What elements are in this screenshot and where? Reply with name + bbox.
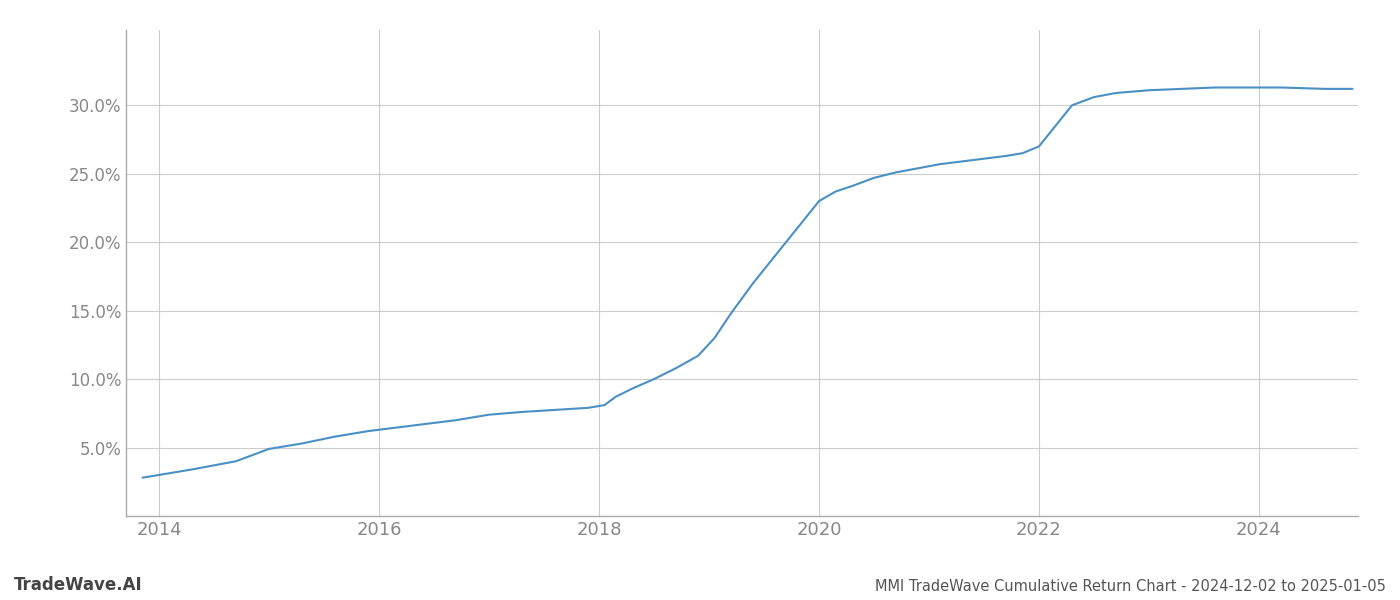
Text: TradeWave.AI: TradeWave.AI: [14, 576, 143, 594]
Text: MMI TradeWave Cumulative Return Chart - 2024-12-02 to 2025-01-05: MMI TradeWave Cumulative Return Chart - …: [875, 579, 1386, 594]
